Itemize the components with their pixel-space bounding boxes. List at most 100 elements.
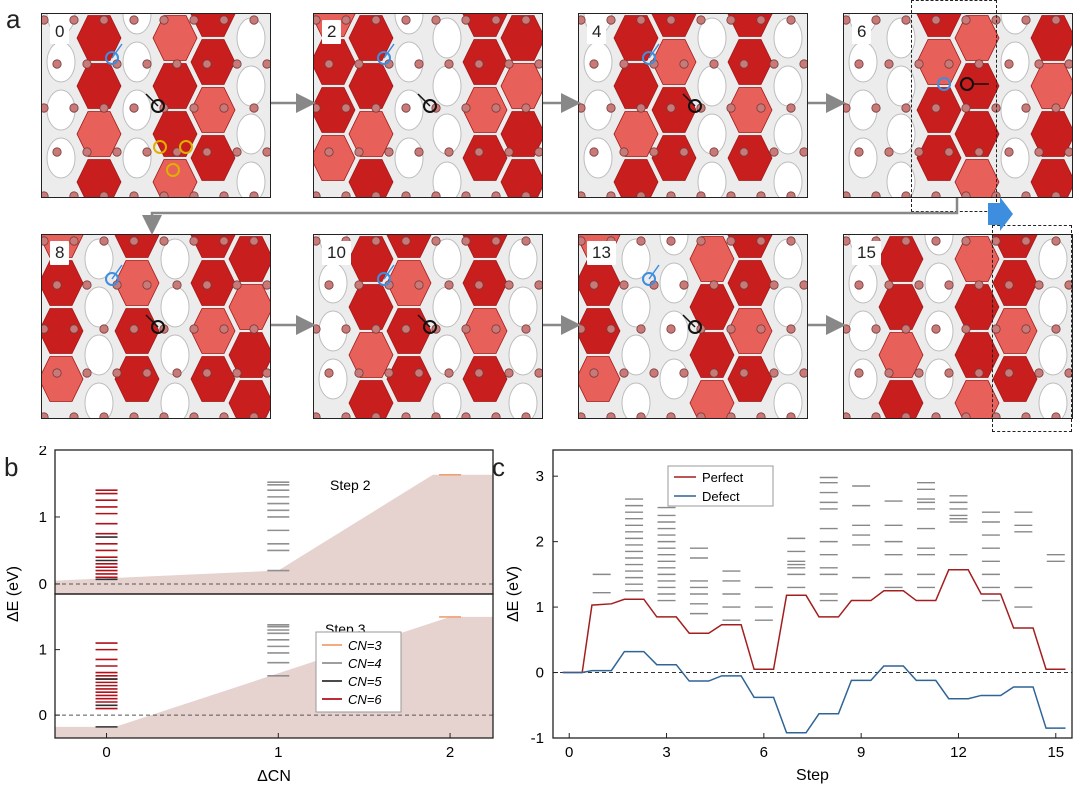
red-polyhedron: [954, 111, 1000, 157]
oxygen-atom: [461, 191, 471, 197]
panel-a-letter: a: [6, 4, 21, 34]
red-polyhedron: [727, 260, 773, 306]
legend-label: Perfect: [702, 470, 744, 485]
oxygen-atom: [696, 191, 706, 197]
y-tick-label: 1: [39, 509, 47, 526]
grey-atom: [160, 238, 190, 280]
oxygen-atom: [931, 412, 941, 418]
oxygen-atom: [401, 236, 411, 246]
legend-label: CN=4: [348, 656, 382, 671]
oxygen-atom: [414, 280, 424, 290]
oxygen-atom: [696, 412, 706, 418]
y-tick-label: 0: [536, 665, 544, 682]
red-polyhedron: [727, 135, 773, 181]
oxygen-atom: [1021, 236, 1031, 246]
oxygen-atom: [871, 103, 881, 113]
oxygen-atom: [52, 147, 62, 157]
oxygen-atom: [944, 147, 954, 157]
oxygen-atom: [42, 191, 49, 197]
oxygen-atom: [579, 15, 586, 25]
oxygen-atom: [42, 236, 49, 246]
oxygen-atom: [232, 59, 242, 69]
displacement-arrow-blue: [648, 43, 660, 59]
oxygen-atom: [1051, 191, 1061, 197]
red-polyhedron: [954, 236, 1000, 282]
oxygen-atom: [799, 147, 807, 157]
legend-label: Defect: [702, 489, 740, 504]
red-polyhedron: [462, 260, 508, 306]
oxygen-atom: [579, 412, 586, 418]
tracked-atom-blue: [377, 51, 391, 65]
red-polyhedron: [114, 235, 160, 258]
red-polyhedron: [1030, 159, 1072, 197]
oxygen-atom: [461, 103, 471, 113]
oxygen-atom: [142, 59, 152, 69]
oxygen-atom: [112, 147, 122, 157]
grey-atom: [236, 113, 266, 155]
oxygen-atom: [262, 147, 270, 157]
oxygen-atom: [401, 15, 411, 25]
oxygen-atom: [69, 412, 79, 418]
oxygen-atom: [172, 280, 182, 290]
oxygen-atom: [901, 191, 911, 197]
red-polyhedron: [152, 111, 198, 157]
oxygen-atom: [172, 59, 182, 69]
oxygen-atom: [931, 236, 941, 246]
displacement-arrow-black: [417, 93, 431, 107]
oxygen-atom: [159, 236, 169, 246]
oxygen-atom: [504, 147, 514, 157]
red-polyhedron: [76, 159, 122, 197]
oxygen-atom: [579, 236, 586, 246]
oxygen-atom: [1064, 59, 1072, 69]
oxygen-atom: [884, 59, 894, 69]
snapshot-frame: 4: [578, 13, 808, 198]
grey-atom: [432, 17, 462, 59]
oxygen-atom: [202, 368, 212, 378]
tracked-atom-black: [423, 99, 437, 113]
oxygen-atom: [679, 147, 689, 157]
oxygen-atom: [1034, 280, 1044, 290]
oxygen-atom: [786, 191, 796, 197]
grey-atom: [432, 382, 462, 418]
displacement-arrow-black: [145, 314, 159, 328]
y-tick-label: 0: [39, 576, 47, 593]
oxygen-atom: [189, 412, 199, 418]
oxygen-atom: [871, 324, 881, 334]
red-polyhedron: [462, 39, 508, 85]
tracked-atom-blue: [937, 77, 951, 91]
x-tick-label: 1: [274, 744, 282, 761]
grey-atom: [46, 137, 76, 179]
oxygen-atom: [619, 147, 629, 157]
oxygen-atom: [534, 280, 542, 290]
snapshot-frame: 2: [313, 13, 543, 198]
oxygen-atom: [649, 147, 659, 157]
grey-atom: [621, 238, 651, 280]
oxygen-atom: [461, 236, 471, 246]
oxygen-atom: [931, 103, 941, 113]
grey-atom: [773, 65, 803, 107]
oxygen-atom: [871, 412, 881, 418]
grey-atom: [160, 382, 190, 418]
red-polyhedron: [689, 332, 735, 378]
oxygen-atom: [854, 368, 864, 378]
oxygen-atom: [901, 236, 911, 246]
red-polyhedron: [613, 15, 659, 61]
oxygen-atom: [854, 59, 864, 69]
oxygen-atom: [901, 103, 911, 113]
oxygen-atom: [974, 59, 984, 69]
oxygen-atom: [474, 147, 484, 157]
oxygen-atom: [1051, 15, 1061, 25]
oxygen-atom: [579, 191, 586, 197]
red-polyhedron: [651, 14, 697, 37]
red-polyhedron: [651, 135, 697, 181]
oxygen-atom: [871, 191, 881, 197]
red-polyhedron: [916, 135, 962, 181]
lattice-image: [579, 235, 807, 418]
red-polyhedron: [314, 135, 356, 181]
red-polyhedron: [1030, 63, 1072, 109]
oxygen-atom: [1064, 147, 1072, 157]
oxygen-atom: [202, 280, 212, 290]
oxygen-atom: [991, 236, 1001, 246]
legend-label: CN=6: [348, 692, 382, 707]
oxygen-atom: [189, 236, 199, 246]
